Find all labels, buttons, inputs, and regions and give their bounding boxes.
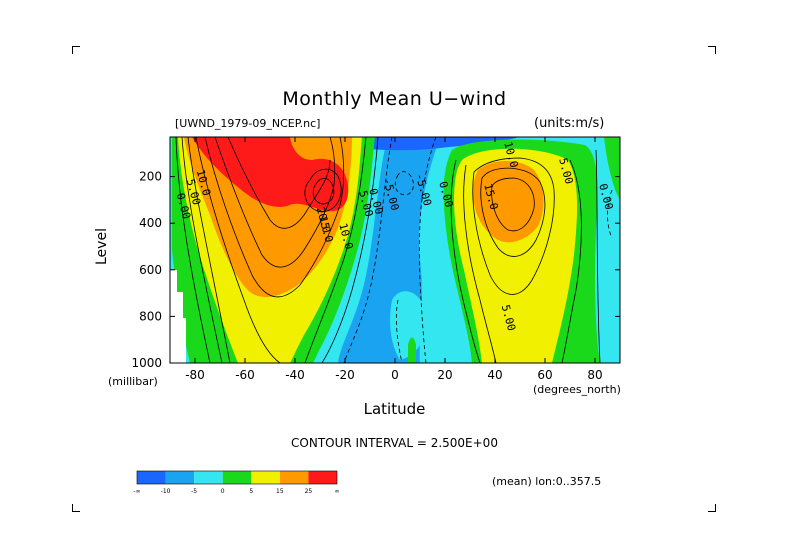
- colorbar-label: 0: [221, 488, 225, 495]
- x-tick-label: -20: [335, 368, 355, 382]
- x-tick-label: -60: [235, 368, 255, 382]
- fill-cyan-tropic-patch: [390, 291, 426, 360]
- colorbar-swatch: [308, 471, 337, 484]
- colorbar-swatch: [165, 471, 195, 484]
- colorbar-label: ∞: [335, 488, 340, 495]
- fill-missing-data: [170, 270, 186, 363]
- contour-line: [214, 137, 336, 268]
- y-axis-ticks: 200 400 600 800 1000: [131, 170, 620, 370]
- dashed-contour-line: [343, 137, 393, 363]
- colorbar-swatch: [222, 471, 252, 484]
- x-tick-label: 20: [437, 368, 452, 382]
- x-tick-label: -40: [285, 368, 305, 382]
- contour-line: [304, 168, 342, 213]
- dashed-contour-line: [418, 137, 437, 363]
- contour-line: [204, 137, 345, 298]
- crop-mark-bottom-left: [72, 504, 80, 512]
- y-tick-label: 200: [139, 170, 162, 184]
- y-tick-label: 600: [139, 263, 162, 277]
- contour-line: [195, 137, 281, 363]
- fill-15-25-north: [473, 161, 544, 243]
- contour-line: [227, 137, 331, 229]
- y-tick-label: 800: [139, 309, 162, 323]
- colorbar-label: 15: [276, 488, 284, 495]
- crop-mark-bottom-right: [708, 504, 716, 512]
- colorbar-label: 25: [305, 488, 313, 495]
- y-tick-label: 1000: [131, 356, 162, 370]
- contour-line: [463, 164, 497, 363]
- contour-line: [187, 137, 231, 363]
- y-axis-units: (millibar): [108, 375, 158, 388]
- x-tick-label: 60: [537, 368, 552, 382]
- dashed-contour-line: [395, 299, 403, 363]
- colorbar-swatch: [194, 471, 223, 484]
- fill-green-equator: [408, 337, 416, 363]
- contour-line: [312, 177, 335, 205]
- dataset-label: [UWND_1979-09_NCEP.nc]: [175, 117, 321, 130]
- colorbar-label: -5: [191, 488, 197, 495]
- units-label: (units:m/s): [534, 116, 605, 131]
- colorbar: -∞ -10 -5 0 5 15 25 ∞: [133, 470, 340, 495]
- contour-line: [321, 137, 379, 363]
- colorbar-swatch: [279, 471, 309, 484]
- x-axis-ticks: -80 -60 -40 -20 0 20 40 60 80: [185, 137, 603, 382]
- x-axis-units: (degrees_north): [533, 383, 621, 396]
- contour-line: [175, 137, 211, 363]
- contour-fill-layer: [170, 137, 620, 363]
- x-tick-label: 80: [587, 368, 602, 382]
- dashed-contour-line: [394, 171, 414, 196]
- contour-line: [304, 137, 367, 363]
- crop-mark-top-right: [708, 46, 716, 54]
- negative-contour-layer: [343, 137, 613, 363]
- contour-line: [491, 177, 535, 232]
- contour-interval-note: CONTOUR INTERVAL = 2.500E+00: [291, 436, 498, 450]
- contour-line: [181, 137, 223, 363]
- fill-green-right-edge: [604, 137, 620, 200]
- colorbar-swatch: [137, 471, 166, 484]
- colorbar-swatch: [251, 471, 280, 484]
- x-axis-title: Latitude: [363, 400, 426, 418]
- x-tick-label: -80: [185, 368, 205, 382]
- colorbar-label: -10: [161, 488, 171, 495]
- crop-mark-top-left: [72, 46, 80, 54]
- contour-line: [450, 159, 481, 363]
- y-tick-label: 400: [139, 216, 162, 230]
- contour-line: [595, 149, 601, 363]
- colorbar-label: 5: [249, 488, 253, 495]
- contour-line: [480, 167, 546, 257]
- x-tick-label: 40: [487, 368, 502, 382]
- x-tick-label: 0: [391, 368, 399, 382]
- contour-line: [472, 157, 555, 295]
- chart-title: Monthly Mean U−wind: [282, 88, 507, 110]
- dashed-contour-line: [607, 189, 613, 239]
- colorbar-frame: [136, 470, 338, 485]
- contour-line: [561, 159, 582, 363]
- mean-longitude-note: (mean) lon:0..357.5: [492, 475, 602, 488]
- fill-25-plus-south: [192, 137, 349, 212]
- colorbar-label: -∞: [133, 488, 140, 495]
- contour-line-layer: [175, 137, 601, 363]
